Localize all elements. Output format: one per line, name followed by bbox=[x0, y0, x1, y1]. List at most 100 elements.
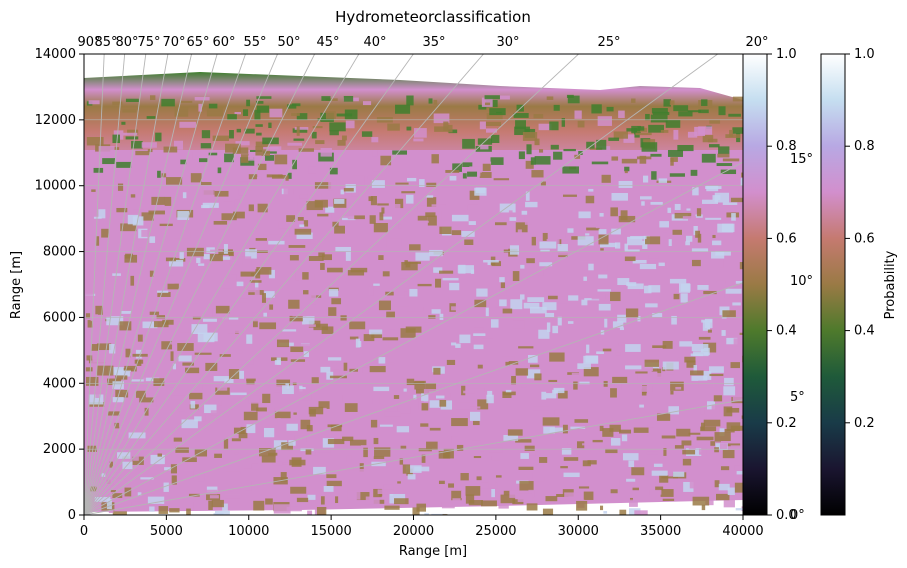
echo-cell bbox=[202, 318, 217, 322]
echo-cell bbox=[203, 254, 212, 260]
echo-cell bbox=[382, 271, 390, 277]
echo-cell bbox=[462, 162, 473, 167]
echo-cell bbox=[623, 134, 635, 143]
echo-cell bbox=[741, 415, 743, 419]
echo-cell bbox=[687, 131, 698, 138]
echo-cell bbox=[242, 256, 252, 266]
echo-cell bbox=[622, 453, 639, 461]
echo-cell bbox=[588, 188, 594, 192]
echo-cell bbox=[143, 377, 160, 382]
echo-cell bbox=[619, 327, 624, 331]
echo-cell bbox=[522, 132, 538, 141]
echo-cell bbox=[418, 400, 424, 410]
echo-cell bbox=[614, 242, 621, 249]
echo-cell bbox=[262, 393, 271, 404]
echo-cell bbox=[722, 223, 735, 233]
echo-cell bbox=[167, 283, 179, 290]
echo-cell bbox=[428, 98, 433, 104]
echo-cell bbox=[159, 223, 173, 227]
elevation-label-top: 65° bbox=[186, 35, 209, 50]
y-tick-label: 10000 bbox=[35, 179, 76, 194]
echo-cell bbox=[251, 463, 258, 470]
echo-cell bbox=[329, 130, 339, 136]
echo-cell bbox=[213, 241, 229, 246]
echo-cell bbox=[632, 487, 639, 491]
echo-cell bbox=[274, 411, 291, 419]
echo-cell bbox=[335, 246, 352, 252]
echo-cell bbox=[614, 173, 619, 178]
echo-cell bbox=[610, 388, 617, 398]
echo-cell bbox=[157, 453, 162, 457]
echo-cell bbox=[403, 388, 407, 392]
echo-cell bbox=[270, 385, 288, 390]
echo-cell bbox=[201, 205, 210, 209]
echo-cell bbox=[712, 195, 721, 201]
echo-cell bbox=[696, 436, 714, 441]
echo-cell bbox=[576, 500, 588, 511]
echo-cell bbox=[395, 104, 411, 114]
echo-cell bbox=[210, 410, 220, 416]
elevation-label-top: 55° bbox=[243, 35, 266, 50]
echo-cell bbox=[150, 454, 165, 465]
echo-cell bbox=[194, 352, 212, 355]
echo-cell bbox=[716, 163, 733, 167]
echo-cell bbox=[470, 411, 481, 421]
echo-cell bbox=[116, 207, 128, 213]
echo-cell bbox=[300, 386, 306, 390]
echo-cell bbox=[698, 448, 707, 455]
echo-cell bbox=[521, 385, 527, 388]
echo-cell bbox=[91, 497, 97, 506]
echo-cell bbox=[269, 304, 274, 310]
echo-cell bbox=[221, 213, 237, 221]
echo-cell bbox=[231, 441, 244, 451]
echo-cell bbox=[618, 180, 633, 188]
echo-cell bbox=[424, 513, 429, 515]
echo-cell bbox=[227, 325, 245, 334]
echo-cell bbox=[639, 404, 644, 408]
echo-cell bbox=[475, 187, 486, 193]
echo-cell bbox=[240, 271, 257, 277]
echo-cell bbox=[373, 488, 382, 498]
colorbar-inner-tick-label: 0.8 bbox=[776, 139, 797, 154]
echo-cell bbox=[621, 434, 628, 442]
echo-cell bbox=[206, 107, 223, 117]
echo-cell bbox=[398, 224, 402, 229]
echo-cell bbox=[684, 356, 696, 363]
echo-cell bbox=[682, 216, 697, 220]
echo-cell bbox=[343, 187, 354, 192]
echo-cell bbox=[526, 144, 532, 155]
echo-cell bbox=[163, 482, 169, 492]
echo-cell bbox=[96, 343, 112, 351]
echo-cell bbox=[597, 289, 611, 292]
echo-cell bbox=[434, 126, 449, 132]
echo-cell bbox=[625, 365, 642, 370]
echo-cell bbox=[732, 302, 741, 306]
echo-cell bbox=[491, 261, 502, 267]
echo-cell bbox=[409, 288, 418, 297]
echo-cell bbox=[206, 486, 218, 493]
echo-cell bbox=[328, 289, 339, 297]
echo-cell bbox=[718, 483, 730, 491]
echo-cell bbox=[591, 161, 609, 165]
x-tick-label: 35000 bbox=[640, 524, 681, 539]
echo-cell bbox=[525, 160, 534, 169]
echo-cell bbox=[233, 211, 245, 219]
echo-cell bbox=[409, 244, 421, 251]
echo-cell bbox=[494, 222, 507, 226]
echo-cell bbox=[406, 126, 412, 131]
x-tick-label: 30000 bbox=[558, 524, 599, 539]
echo-cell bbox=[256, 407, 267, 412]
echo-cell bbox=[510, 299, 523, 310]
echo-cell bbox=[508, 210, 513, 214]
elevation-label-top: 20° bbox=[745, 35, 768, 50]
echo-cell bbox=[202, 186, 214, 196]
echo-cell bbox=[441, 502, 455, 509]
echo-cell bbox=[426, 441, 438, 450]
echo-cell bbox=[196, 257, 201, 264]
echo-cell bbox=[256, 267, 272, 275]
echo-cell bbox=[702, 135, 714, 143]
echo-cell bbox=[87, 320, 93, 328]
elevation-ray bbox=[84, 54, 169, 515]
echo-cell bbox=[237, 279, 244, 285]
echo-cell bbox=[259, 448, 276, 457]
